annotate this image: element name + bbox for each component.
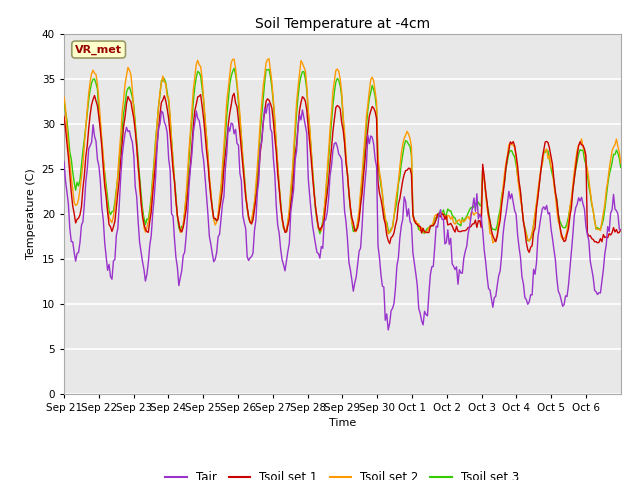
X-axis label: Time: Time <box>329 418 356 428</box>
Y-axis label: Temperature (C): Temperature (C) <box>26 168 36 259</box>
Legend: Tair, Tsoil set 1, Tsoil set 2, Tsoil set 3: Tair, Tsoil set 1, Tsoil set 2, Tsoil se… <box>161 466 524 480</box>
Title: Soil Temperature at -4cm: Soil Temperature at -4cm <box>255 17 430 31</box>
Text: VR_met: VR_met <box>75 44 122 55</box>
